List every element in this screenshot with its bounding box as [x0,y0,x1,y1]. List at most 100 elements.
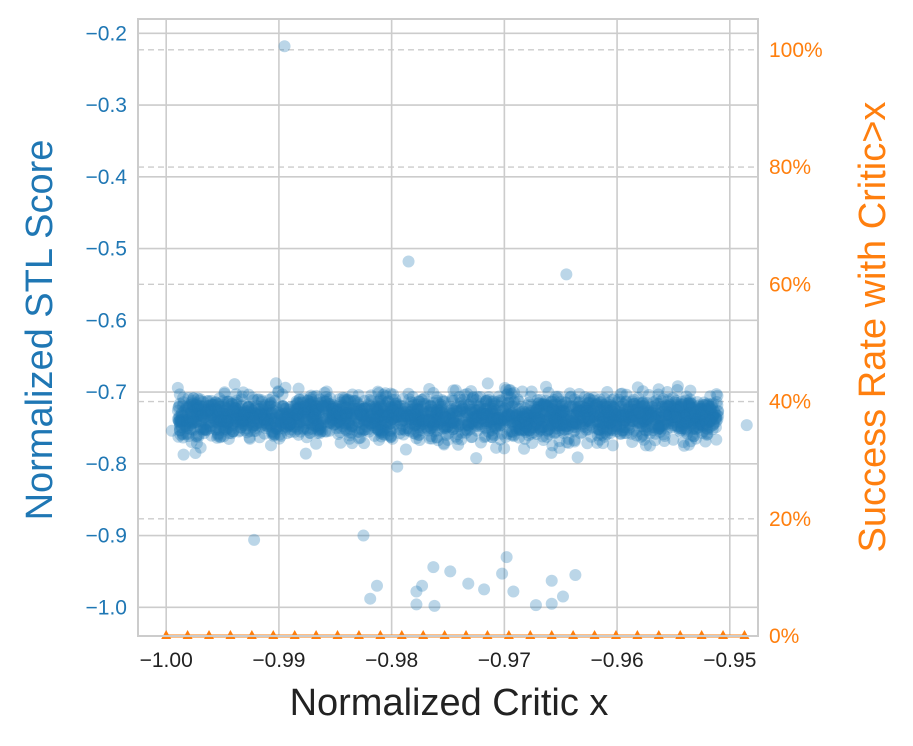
scatter-point [412,416,425,429]
scatter-point [304,398,317,411]
scatter-point [241,419,254,432]
scatter-point [553,441,566,454]
scatter-point [681,416,694,429]
scatter-point [242,401,255,414]
scatter-point [408,411,421,424]
scatter-point [689,401,702,414]
scatter-point [603,412,616,425]
scatter-point [268,416,281,429]
scatter-point [323,397,336,410]
scatter-point [651,419,664,432]
scatter-point [525,414,538,427]
scatter-point [455,400,468,413]
scatter-point [307,413,320,426]
scatter-point [674,400,687,413]
scatter-point [321,405,334,418]
scatter-point [176,427,189,440]
scatter-point [576,426,589,439]
scatter-point [596,437,609,450]
scatter-point [510,424,523,437]
scatter-point [320,385,333,398]
scatter-point [603,416,616,429]
scatter-point [557,422,570,435]
scatter-point [459,423,472,436]
scatter-point [324,406,337,419]
scatter-point [659,400,672,413]
scatter-point [688,404,701,417]
scatter-point [351,397,364,410]
scatter-point [279,410,292,423]
scatter-point [253,416,266,429]
scatter-point [551,415,564,428]
scatter-point [213,417,226,430]
scatter-point [679,412,692,425]
scatter-point [503,402,516,415]
scatter-point [320,391,333,404]
scatter-point [595,396,608,409]
scatter-point [658,429,671,442]
scatter-point [647,396,660,409]
scatter-point [188,402,201,415]
scatter-point [584,407,597,420]
scatter-point [652,419,665,432]
scatter-point [430,431,443,444]
scatter-point [412,428,425,441]
scatter-point [507,430,520,443]
scatter-point [568,424,581,437]
scatter-point [194,421,207,434]
scatter-point [282,409,295,422]
scatter-point [290,403,303,416]
scatter-point [688,412,701,425]
scatter-point [704,412,717,425]
scatter-point [369,403,382,416]
scatter-point [444,565,457,578]
scatter-point [358,407,371,420]
scatter-point [710,412,723,425]
scatter-point [299,402,312,415]
scatter-point [319,413,332,426]
scatter-point [462,398,475,411]
scatter-point [394,423,407,436]
scatter-point [404,425,417,438]
scatter-point [494,404,507,417]
scatter-point [246,391,259,404]
scatter-point [499,409,512,422]
scatter-point [558,423,571,436]
scatter-point [666,413,679,426]
scatter-point [310,420,323,433]
scatter-point [667,408,680,421]
scatter-point [309,400,322,413]
scatter-point [482,390,495,403]
scatter-point [258,409,271,422]
scatter-point [534,413,547,426]
scatter-point [235,406,248,419]
scatter-point [221,398,234,411]
scatter-point [626,414,639,427]
scatter-point [542,386,555,399]
scatter-point [200,423,213,436]
scatter-point [403,410,416,423]
scatter-point [657,428,670,441]
scatter-point [254,413,267,426]
scatter-point [620,427,633,440]
scatter-point [400,409,413,422]
scatter-point [520,421,533,434]
scatter-point [565,401,578,414]
scatter-point [519,425,532,438]
scatter-point [349,395,362,408]
scatter-point [573,405,586,418]
scatter-point [692,421,705,434]
scatter-point [234,412,247,425]
scatter-point [560,420,573,433]
scatter-point [599,426,612,439]
scatter-point [303,406,316,419]
scatter-point [593,423,606,436]
scatter-point [446,406,459,419]
scatter-point [549,414,562,427]
scatter-point [217,421,230,434]
scatter-point [554,405,567,418]
scatter-point [677,404,690,417]
scatter-point [360,414,373,427]
scatter-point [667,407,680,420]
scatter-point [437,413,450,426]
